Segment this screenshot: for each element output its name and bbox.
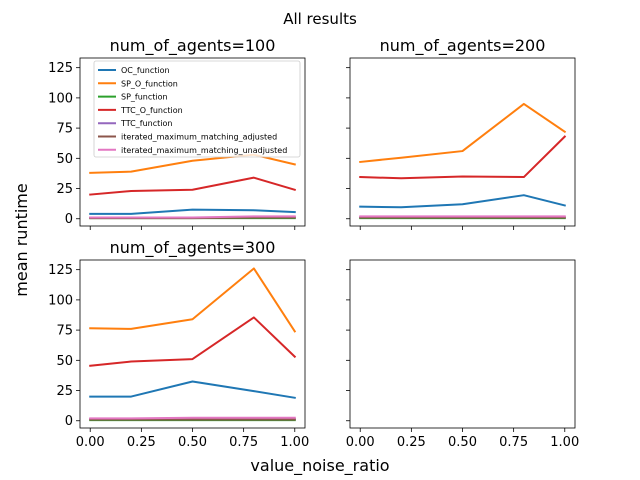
subplot-1: 0 25 50 75 100 125 num_of_agents=100 OC_functio…: [48, 36, 306, 230]
series-line-OC_function: [359, 194, 566, 209]
legend-entry: SP_function: [121, 93, 168, 102]
figure-ylabel: mean runtime: [12, 183, 31, 296]
figure-xlabel: value_noise_ratio: [250, 456, 389, 476]
series-line-SP_O_function: [89, 153, 296, 174]
axes-frame: [349, 259, 576, 429]
legend-entry: iterated_maximum_matching_unadjusted: [121, 146, 287, 155]
subplot-2: num_of_agents=200: [346, 36, 576, 230]
series-line-SP_O_function: [359, 102, 567, 164]
x-tick-label: 0.25: [127, 435, 156, 450]
y-tick-label: 50: [56, 354, 73, 369]
axes-frame: [79, 259, 306, 429]
x-tick-label: 1.00: [550, 435, 579, 450]
legend-entry: TTC_O_function: [120, 106, 183, 115]
subplot-title: num_of_agents=300: [110, 238, 276, 258]
x-tick-label: 0.75: [499, 435, 528, 450]
legend-entry: TTC_function: [120, 119, 172, 128]
figure-suptitle: All results: [283, 10, 357, 28]
legend-entry: SP_O_function: [121, 79, 178, 88]
series-line-OC_function: [89, 380, 296, 399]
series-line-iterated_maximum_matching_unadjusted: [89, 215, 296, 219]
y-tick-label: 50: [56, 152, 73, 167]
y-tick-label: 100: [48, 91, 73, 106]
x-tick-label: 0.50: [448, 435, 477, 450]
x-tick-label: 0.00: [76, 435, 105, 450]
subplot-4: 0.00 0.25 0.50 0.75 1.00: [346, 259, 579, 450]
series-line-iterated_maximum_matching_unadjusted: [89, 416, 296, 420]
series-line-TTC_O_function: [89, 176, 297, 196]
series-line-SP_O_function: [89, 267, 297, 333]
legend: OC_function SP_O_function SP_function TTC_O…: [93, 60, 301, 158]
y-tick-label: 25: [56, 182, 73, 197]
y-tick-label: 75: [56, 324, 73, 339]
series-line-TTC_O_function: [89, 316, 297, 367]
y-tick-label: 25: [56, 384, 73, 399]
y-tick-label: 125: [48, 263, 73, 278]
y-tick-label: 0: [65, 212, 73, 227]
legend-entry: iterated_maximum_matching_adjusted: [121, 133, 277, 142]
x-tick-label: 0.75: [229, 435, 258, 450]
subplot-3: 0.00 0.25 0.50 0.75 1.00 0 25 50 75 100 125 num_of_…: [48, 238, 309, 450]
legend-box: [93, 60, 301, 158]
subplot-title: num_of_agents=100: [110, 36, 276, 56]
y-tick-label: 0: [65, 414, 73, 429]
subplot-title: num_of_agents=200: [380, 36, 546, 56]
y-tick-label: 100: [48, 293, 73, 308]
legend-entry: OC_function: [121, 66, 170, 75]
subplot-grid: 0 25 50 75 100 125 num_of_agents=100 OC_functio…: [48, 36, 579, 450]
x-tick-label: 0.50: [178, 435, 207, 450]
axes-frame: [79, 57, 306, 227]
series-line-OC_function: [89, 208, 296, 215]
y-tick-label: 125: [48, 61, 73, 76]
x-tick-label: 0.25: [397, 435, 426, 450]
y-tick-label: 75: [56, 122, 73, 137]
axes-frame: [349, 57, 576, 227]
x-tick-label: 1.00: [280, 435, 309, 450]
x-tick-label: 0.00: [346, 435, 375, 450]
series-line-TTC_O_function: [359, 135, 567, 180]
